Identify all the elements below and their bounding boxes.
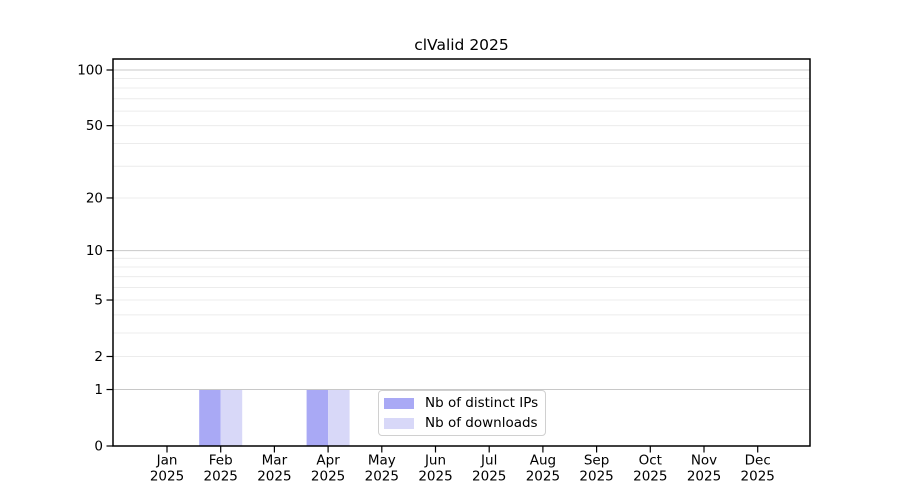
legend-item-downloads: Nb of downloads: [384, 415, 545, 431]
legend-swatch-downloads-icon: [384, 417, 414, 429]
y-tick-label: 20: [86, 190, 103, 206]
y-tick-label: 100: [77, 63, 103, 79]
y-tick-label: 5: [94, 293, 103, 309]
y-tick-label: 1: [94, 382, 103, 398]
x-tick-label-month: Feb: [209, 453, 233, 469]
x-tick-label-year: 2025: [472, 469, 506, 485]
legend-label-downloads: Nb of downloads: [425, 415, 538, 431]
bar-nb-of-downloads-apr-2025[interactable]: [328, 389, 350, 446]
x-tick-label-month: Oct: [639, 453, 662, 469]
x-tick-label-year: 2025: [579, 469, 613, 485]
plot-border: [112, 58, 811, 447]
x-tick-label-month: Dec: [745, 453, 771, 469]
y-tick-label: 2: [94, 349, 103, 365]
x-tick-label-month: Nov: [691, 453, 717, 469]
x-tick-label-year: 2025: [687, 469, 721, 485]
legend-label-distinct-ips: Nb of distinct IPs: [425, 395, 539, 411]
y-tick-label: 0: [94, 439, 103, 455]
x-tick-label-year: 2025: [633, 469, 667, 485]
x-tick-label-year: 2025: [204, 469, 238, 485]
legend-swatch-distinct-ips-icon: [384, 397, 414, 409]
x-tick-label-year: 2025: [365, 469, 399, 485]
x-tick-label-month: Sep: [584, 453, 609, 469]
chart-title: clValid 2025: [414, 36, 509, 54]
x-tick-label-year: 2025: [150, 469, 184, 485]
bar-nb-of-distinct-ips-feb-2025[interactable]: [199, 389, 221, 446]
y-tick-label: 10: [86, 243, 103, 259]
x-tick-label-month: Jan: [156, 453, 178, 469]
x-tick-label-month: Mar: [262, 453, 288, 469]
x-tick-label-month: Jul: [480, 453, 497, 469]
bar-nb-of-distinct-ips-apr-2025[interactable]: [306, 389, 329, 446]
x-tick-label-year: 2025: [311, 469, 345, 485]
x-tick-label-year: 2025: [526, 469, 560, 485]
x-tick-label-month: Jun: [424, 453, 446, 469]
bar-nb-of-downloads-feb-2025[interactable]: [220, 389, 243, 446]
x-tick-label-month: May: [368, 453, 396, 469]
legend-item-distinct-ips: Nb of distinct IPs: [384, 395, 545, 411]
x-tick-label-year: 2025: [741, 469, 775, 485]
x-tick-label-month: Apr: [316, 453, 340, 469]
y-tick-label: 50: [86, 118, 103, 134]
legend: Nb of distinct IPs Nb of downloads: [378, 390, 546, 436]
x-tick-label-year: 2025: [257, 469, 291, 485]
x-tick-label-month: Aug: [530, 453, 556, 469]
x-tick-label-year: 2025: [418, 469, 452, 485]
